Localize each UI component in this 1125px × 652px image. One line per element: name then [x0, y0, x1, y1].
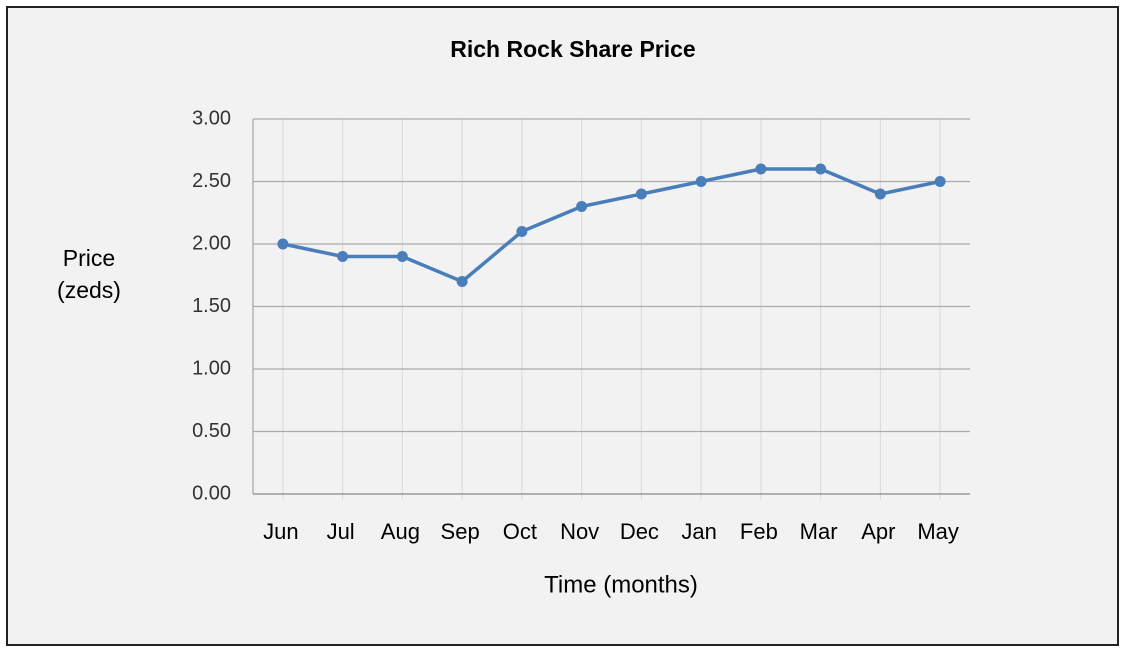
y-tick-label: 2.50: [192, 170, 231, 192]
x-tick-label: Jan: [681, 519, 716, 544]
y-axis-label: Price (zeds): [57, 245, 121, 303]
x-tick-label: Jul: [327, 519, 355, 544]
chart-frame: [6, 6, 1119, 646]
data-point: [516, 226, 528, 237]
data-point: [874, 188, 886, 200]
x-tick-label: May: [917, 519, 959, 544]
data-line: [282, 167, 941, 284]
data-point: [815, 163, 827, 175]
y-tick-label: 3.00: [192, 107, 231, 129]
data-point: [635, 188, 647, 200]
data-point: [277, 238, 289, 250]
data-point: [755, 163, 767, 175]
y-tick-label: 2.00: [192, 232, 231, 254]
x-tick-label: Apr: [861, 519, 895, 544]
y-tick-label: 1.50: [192, 295, 231, 317]
data-point: [456, 276, 468, 287]
x-tick-label: Aug: [381, 519, 420, 544]
x-tick-label: Oct: [503, 519, 537, 544]
x-tick-label: Sep: [441, 519, 480, 544]
x-tick-label: Feb: [740, 519, 778, 544]
y-tick-label: 1.00: [192, 357, 231, 379]
x-tick-label: Mar: [800, 519, 838, 544]
x-tick-label: Dec: [620, 519, 659, 544]
x-tick-label: Nov: [560, 519, 599, 544]
y-tick-label: 0.00: [192, 482, 231, 504]
y-tick-label: 0.50: [192, 420, 231, 442]
data-point: [695, 176, 707, 187]
x-axis-label: Time (months): [544, 571, 698, 598]
data-point: [934, 176, 946, 187]
data-point: [337, 251, 349, 262]
chart-title: Rich Rock Share Price: [450, 36, 695, 62]
data-point: [396, 251, 408, 262]
data-point: [576, 201, 588, 212]
x-tick-label: Jun: [263, 519, 298, 544]
